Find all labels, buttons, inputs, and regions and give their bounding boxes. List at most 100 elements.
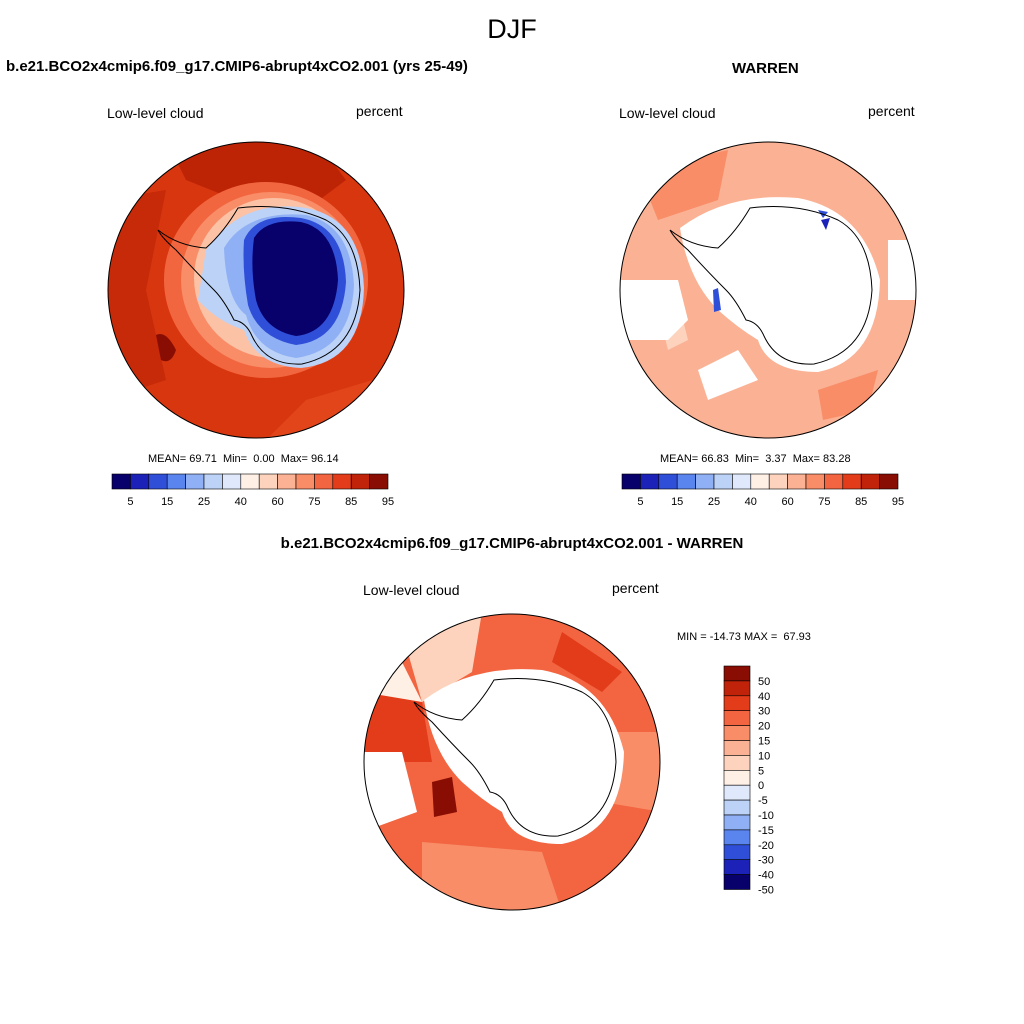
- panel1-colorbar-box: [240, 473, 260, 490]
- panel1-colorbar-tick-label: 75: [308, 496, 320, 508]
- panel1-colorbar-box: [185, 473, 205, 490]
- panel1-mean-label: MEAN=: [148, 453, 187, 465]
- panel2-variable-label: Low-level cloud: [619, 105, 716, 121]
- panel1-colorbar-box: [258, 473, 278, 490]
- panel1-colorbar: 5 15 25 40 60 75 85 95: [111, 473, 394, 508]
- panel2-colorbar-box: [695, 473, 715, 490]
- panel3-colorbar-tick-label: -10: [758, 810, 774, 822]
- panel3-colorbar-tick-label: 0: [758, 780, 764, 792]
- panel1-colorbar-box: [295, 473, 315, 490]
- panel2-colorbar-box: [676, 473, 696, 490]
- panel2-min-value: 3.37: [765, 453, 787, 465]
- panel2-colorbar-box: [879, 473, 899, 490]
- panel3-colorbar-tick-label: 40: [758, 691, 770, 703]
- panel1-colorbar-box: [314, 473, 334, 490]
- panel3-colorbar-box: [723, 770, 751, 786]
- panel1-max-label: Max=: [280, 453, 308, 465]
- panel1-min-label: Min=: [222, 453, 248, 465]
- panel3-colorbar-tick-label: -30: [758, 855, 774, 867]
- panel1-mean-value: 69.71: [189, 453, 217, 465]
- panel2-colorbar-box: [750, 473, 770, 490]
- panel2-title: WARREN: [732, 60, 799, 77]
- panel3-colorbar-tick-label: -40: [758, 870, 774, 882]
- panel1-colorbar-tick-label: 5: [127, 496, 133, 508]
- panel1-colorbar-tick-label: 85: [345, 496, 357, 508]
- panel2-colorbar-box: [713, 473, 733, 490]
- panel2-colorbar-box: [824, 473, 844, 490]
- panel3-colorbar-box: [723, 740, 751, 756]
- panel3-colorbar-box: [723, 784, 751, 801]
- panel3-colorbar-box: [723, 874, 751, 890]
- panel3-colorbar-box: [723, 829, 751, 846]
- figure-title: DJF: [487, 14, 537, 44]
- panel1-colorbar-tick-label: 40: [235, 496, 247, 508]
- panel1-colorbar-box: [222, 473, 242, 490]
- panel1-colorbar-tick-label: 60: [271, 496, 283, 508]
- panel3-colorbar-tick-label: 15: [758, 736, 770, 748]
- panel3-colorbar-box: [723, 799, 751, 816]
- panel2-colorbar-tick-label: 25: [708, 496, 720, 508]
- panel1-colorbar-box: [203, 473, 223, 490]
- panel2-polar-map: [619, 141, 917, 439]
- panel3-colorbar-tick-label: -5: [758, 795, 768, 807]
- panel3-minmax: MIN = -14.73 MAX = 67.93: [677, 631, 811, 643]
- panel2-colorbar: 5 15 25 40 60 75 85 95: [621, 473, 904, 508]
- panel3-colorbar-tick-label: -50: [758, 885, 774, 897]
- panel2-mean-label: MEAN=: [660, 453, 699, 465]
- panel2-stats: MEAN= 66.83 Min= 3.37 Max= 83.28: [660, 453, 851, 465]
- panel3-colorbar-box: [723, 859, 751, 875]
- panel3-colorbar-box: [723, 844, 751, 861]
- panel3-colorbar-tick-label: 20: [758, 721, 770, 733]
- panel2-colorbar-box: [621, 473, 641, 490]
- panel2-colorbar-tick-label: 40: [745, 496, 757, 508]
- panel3-colorbar-box: [723, 755, 751, 771]
- panel1-colorbar-box: [350, 473, 370, 490]
- panel1-colorbar-box: [148, 473, 168, 490]
- panel1-colorbar-tick-label: 15: [161, 496, 173, 508]
- panel2-colorbar-box: [842, 473, 862, 490]
- panel1-title: b.e21.BCO2x4cmip6.f09_g17.CMIP6-abrupt4x…: [6, 58, 468, 75]
- panel3-colorbar-box: [723, 665, 751, 682]
- panel1-units-label: percent: [356, 103, 403, 119]
- panel3-colorbar-tick-label: 50: [758, 676, 770, 688]
- panel2-colorbar-box: [768, 473, 788, 490]
- panel3-polar-map: [363, 613, 661, 911]
- panel3-title: b.e21.BCO2x4cmip6.f09_g17.CMIP6-abrupt4x…: [280, 535, 744, 552]
- panel2-colorbar-tick-label: 5: [637, 496, 643, 508]
- panel1-colorbar-box: [130, 473, 150, 490]
- panel2-colorbar-box: [732, 473, 752, 490]
- panel2-colorbar-box: [805, 473, 825, 490]
- panel2-mean-value: 66.83: [701, 453, 729, 465]
- panel2-max-label: Max=: [792, 453, 820, 465]
- panel3-variable-label: Low-level cloud: [363, 582, 460, 598]
- panel1-min-value: 0.00: [253, 453, 275, 465]
- panel3-colorbar-box: [723, 695, 751, 711]
- panel1-colorbar-box: [166, 473, 186, 490]
- panel3-colorbar-box: [723, 710, 751, 726]
- panel2-colorbar-tick-label: 60: [781, 496, 793, 508]
- panel1-max-value: 96.14: [311, 453, 339, 465]
- panel2-colorbar-box: [860, 473, 880, 490]
- panel2-colorbar-box: [640, 473, 660, 490]
- panel2-units-label: percent: [868, 103, 915, 119]
- panel1-colorbar-box: [277, 473, 297, 490]
- panel2-colorbar-tick-label: 75: [818, 496, 830, 508]
- panel3-colorbar-tick-label: 5: [758, 765, 764, 777]
- panel2-colorbar-tick-label: 95: [892, 496, 904, 508]
- panel2-colorbar-tick-label: 85: [855, 496, 867, 508]
- panel1-variable-label: Low-level cloud: [107, 105, 204, 121]
- panel1-stats: MEAN= 69.71 Min= 0.00 Max= 96.14: [148, 453, 339, 465]
- panel2-min-label: Min=: [734, 453, 760, 465]
- panel3-colorbar-box: [723, 814, 751, 831]
- panel1-colorbar-box: [111, 473, 131, 490]
- panel3-colorbar-tick-label: -20: [758, 840, 774, 852]
- panel2-colorbar-box: [658, 473, 678, 490]
- panel3-units-label: percent: [612, 580, 659, 596]
- panel1-colorbar-box: [332, 473, 352, 490]
- panel3-colorbar-tick-label: -15: [758, 825, 774, 837]
- panel1-colorbar-box: [369, 473, 389, 490]
- panel2-colorbar-tick-label: 15: [671, 496, 683, 508]
- panel3-colorbar-tick-label: 30: [758, 706, 770, 718]
- panel3-colorbar-tick-label: 10: [758, 750, 770, 762]
